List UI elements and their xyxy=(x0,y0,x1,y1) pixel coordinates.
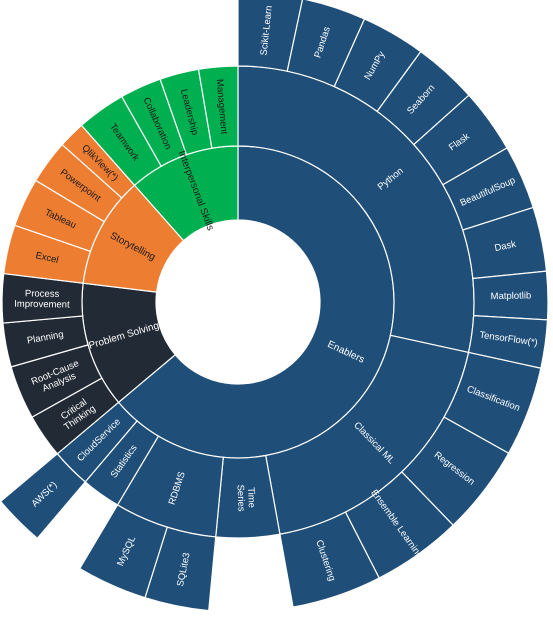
segment-clustering xyxy=(279,511,380,608)
label-management: Management xyxy=(214,79,230,136)
label-process-improvement: ProcessImprovement xyxy=(14,288,70,310)
segment-management xyxy=(197,65,239,149)
label-excel: Excel xyxy=(34,250,59,266)
label-matplotlib: Matplotlib xyxy=(490,290,531,302)
label-scikit-learn: Scikit-Learn xyxy=(259,5,275,56)
label-dask: Dask xyxy=(494,239,518,254)
label-time-series: TimeSeries xyxy=(235,484,258,512)
